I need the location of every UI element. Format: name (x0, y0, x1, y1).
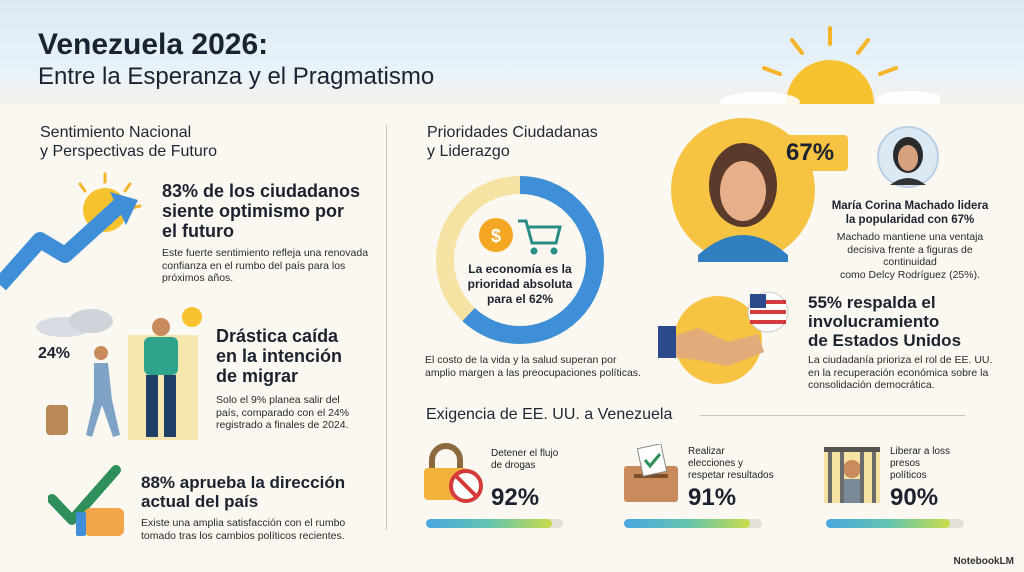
demand-bar-fill (624, 519, 750, 528)
migration-stat: 24% (38, 345, 71, 362)
economy-body-line: El costo de la vida y la salud superan p… (425, 354, 617, 366)
demand-label-line: políticos (890, 470, 927, 481)
prison-bars-icon (824, 447, 880, 503)
demand-value: 90% (890, 484, 939, 511)
rising-arrow-icon (0, 172, 142, 290)
us-headline: 55% respalda el (808, 293, 936, 312)
lock-no-drugs-icon (424, 443, 483, 503)
demand-value: 91% (688, 484, 737, 511)
leader-stat: 67% (786, 139, 835, 166)
donut-label-line: La economía es la (468, 262, 572, 276)
optimism-body: próximos años. (162, 272, 234, 284)
approval-body: tomado tras los cambios políticos recien… (141, 529, 345, 542)
page-subtitle: Entre la Esperanza y el Pragmatismo (38, 63, 435, 90)
migration-headline: de migrar (216, 366, 299, 386)
us-body: consolidación democrática. (808, 379, 935, 391)
demand-label-line: Liberar a loss (890, 446, 951, 457)
brand-label: NotebookLM (953, 556, 1014, 567)
demands-divider (700, 415, 965, 416)
demand-label-line: elecciones y (688, 458, 744, 469)
optimism-block: 83% de los ciudadanos siente optimismo p… (162, 181, 368, 285)
section-title-line: Prioridades Ciudadanas (427, 124, 598, 141)
checkmark-thumbs-up-icon (48, 465, 124, 536)
demand-value: 92% (491, 484, 540, 511)
migration-illustration (36, 307, 202, 440)
demand-label-line: Detener el flujo (491, 448, 559, 459)
optimism-headline: el futuro (162, 221, 234, 241)
ballot-box-icon (624, 444, 678, 502)
us-headline: involucramiento (808, 312, 940, 331)
demand-label: Realizar elecciones y respetar resultado… (688, 446, 774, 482)
migration-headline: en la intención (216, 346, 343, 366)
coin-cart-icon: $ (479, 218, 562, 255)
optimism-body: confianza en el rumbo del país para los (162, 259, 346, 272)
demand-label-line: Realizar (688, 446, 725, 457)
section-title-line: Sentimiento Nacional (40, 124, 192, 141)
optimism-headline: siente optimismo por (162, 201, 345, 221)
leader-block: María Corina Machado lidera la popularid… (825, 199, 995, 281)
migration-body: país, comparado con el 24% (216, 406, 350, 419)
approval-headline: actual del país (141, 492, 259, 511)
optimism-body: Este fuerte sentimiento refleja una reno… (162, 247, 369, 259)
migration-block: Drástica caída en la intención de migrar… (216, 326, 349, 432)
leader-body: decisiva frente a figuras de continuidad (847, 243, 973, 269)
demands-title: Exigencia de EE. UU. a Venezuela (426, 406, 673, 423)
donut-label-line: para el 62% (486, 292, 554, 306)
section-title-national: Sentimiento Nacional y Perspectivas de F… (40, 123, 217, 161)
leader-headline: la popularidad con 67% (845, 214, 975, 226)
donut-label-line: prioridad absoluta (467, 277, 573, 291)
leader-headline: María Corina Machado lidera (831, 200, 989, 212)
optimism-headline: 83% de los ciudadanos (162, 181, 361, 201)
demand-label-line: respetar resultados (688, 470, 774, 481)
demand-label-line: presos (890, 458, 921, 469)
page-title: Venezuela 2026: (38, 28, 269, 61)
us-body: La ciudadanía prioriza el rol de EE. UU. (808, 354, 993, 366)
demand-bar-fill (426, 519, 553, 528)
migration-body: registrado a finales de 2024. (216, 419, 349, 431)
economy-donut (436, 176, 604, 344)
economy-body: El costo de la vida y la salud superan p… (425, 354, 641, 379)
approval-headline: 88% aprueba la dirección (141, 473, 346, 492)
economy-donut-arc (436, 176, 604, 344)
handshake-flag-icon (658, 291, 789, 384)
migration-body: Solo el 9% planea salir del (216, 394, 340, 406)
section-title-line: y Perspectivas de Futuro (40, 143, 217, 160)
leader-body: Machado mantiene una ventaja (836, 231, 984, 243)
demand-bar-fill (826, 519, 951, 528)
donut-label: La economía es la prioridad absoluta par… (454, 262, 586, 307)
section-title-line: y Liderazgo (427, 143, 510, 160)
section-title-priorities: Prioridades Ciudadanas y Liderazgo (427, 123, 598, 161)
leader-stat-badge (778, 135, 848, 171)
us-body: en la recuperación económica sobre la (808, 366, 989, 379)
us-headline: de Estados Unidos (808, 331, 962, 350)
svg-text:$: $ (491, 226, 501, 246)
sun-icon (720, 26, 940, 104)
approval-body: Existe una amplia satisfacción con el ru… (141, 517, 346, 529)
us-block: 55% respalda el involucramiento de Estad… (808, 293, 992, 392)
approval-block: 88% aprueba la dirección actual del país… (141, 473, 345, 542)
economy-body-line: amplio margen a las preocupaciones polít… (425, 366, 641, 379)
demand-label: Detener el flujo de drogas (491, 448, 558, 472)
demand-label-line: de drogas (491, 460, 536, 471)
demand-label: Liberar a loss presos políticos (890, 446, 950, 482)
leader-body: como Delcy Rodríguez (25%). (839, 268, 981, 281)
column-divider (386, 125, 387, 530)
migration-headline: Drástica caída (216, 326, 339, 346)
rodriguez-portrait (877, 126, 939, 188)
